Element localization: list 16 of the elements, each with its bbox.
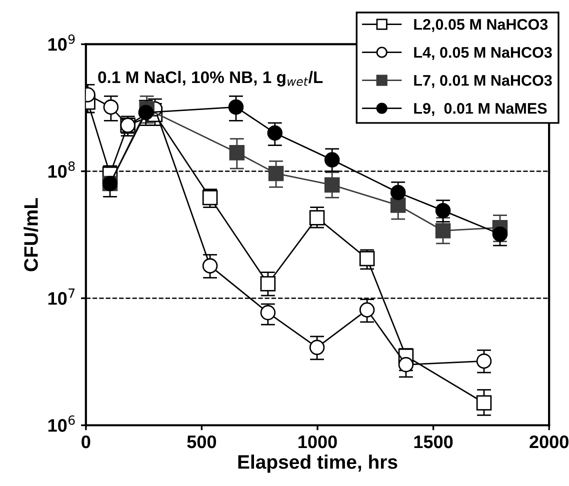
annotation: 0.1 M NaCl, 10% NB, 1 g$_{wet}$/L [98, 70, 323, 87]
x-axis-title: Elapsed time, hrs [238, 454, 398, 473]
x-tick-label: 0 [82, 435, 90, 448]
x-tick-label: 2000 [530, 435, 568, 448]
legend-label: L9, 0.01 M NaMES [414, 102, 547, 116]
y-tick-label: 10$^{6}$ [48, 415, 75, 432]
y-axis-title: CFU/mL [24, 198, 38, 272]
y-tick-label: 10$^{9}$ [48, 34, 75, 51]
x-tick-label: 1500 [414, 435, 453, 448]
x-tick-label: 500 [187, 435, 216, 448]
legend-label: L2,0.05 M NaHCO3 [414, 19, 548, 32]
y-tick-label: 10$^{7}$ [48, 288, 75, 305]
x-tick-label: 1000 [298, 435, 337, 448]
legend-label: L7, 0.01 M NaHCO3 [414, 74, 552, 88]
legend-label: L4, 0.05 M NaHCO3 [414, 47, 552, 60]
y-tick-label: 10$^{8}$ [48, 161, 75, 178]
